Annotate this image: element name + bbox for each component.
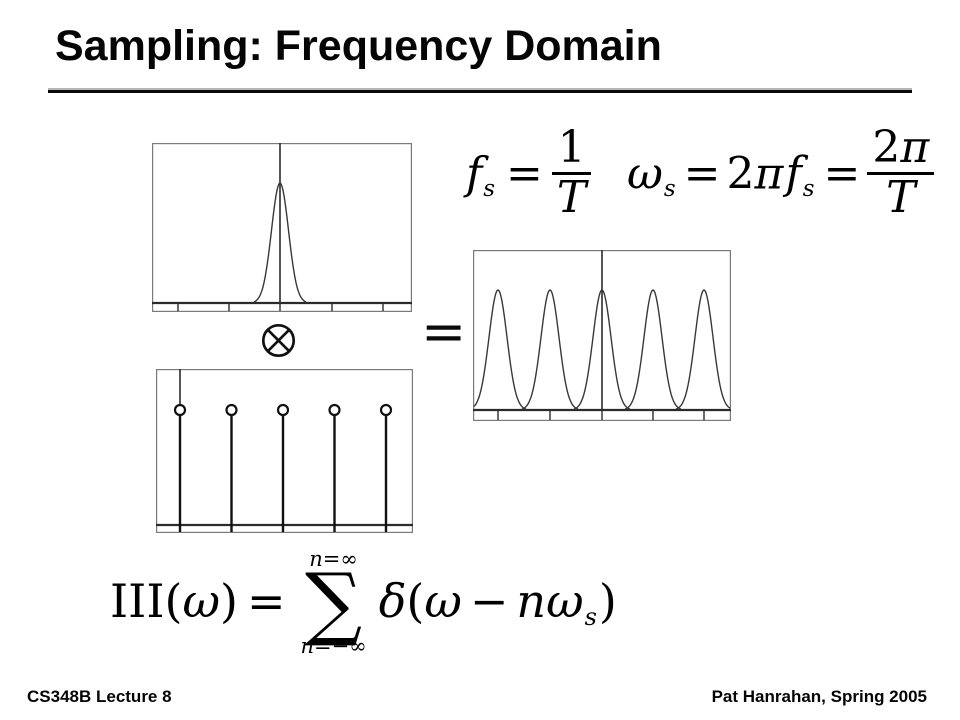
- single-spectrum-figure: [152, 143, 412, 312]
- sum-lower-limit: n=−∞: [300, 634, 367, 659]
- fraction-denominator: T: [886, 171, 916, 223]
- fs-subscript: s: [483, 176, 496, 203]
- convolution-icon: [261, 323, 296, 358]
- sum-upper-limit: n=∞: [309, 546, 358, 571]
- footer-author-label: Pat Hanrahan, Spring 2005: [711, 687, 927, 706]
- fraction-denominator: T: [556, 171, 587, 223]
- minus-sign: −: [469, 574, 509, 629]
- summation: n=∞ ∑ n=−∞: [300, 546, 367, 659]
- omega-subscript: s: [663, 176, 676, 203]
- title-underline-bar: [48, 90, 912, 93]
- fs-subscript: s: [802, 176, 815, 203]
- eq-angular-frequency: ωs = 2πfs = 2π T: [627, 126, 935, 222]
- title-underline: [48, 88, 912, 93]
- delta-symbol: δ: [378, 574, 407, 629]
- fraction-bar: [551, 171, 592, 175]
- omega-subscript: s: [584, 603, 597, 632]
- fraction-numerator: 1: [557, 122, 586, 174]
- equals-sign: =: [506, 148, 543, 200]
- omega-symbol: ω: [546, 574, 584, 629]
- open-paren: (: [406, 574, 425, 629]
- footer-course-label: CS348B Lecture 8: [27, 687, 172, 706]
- equals-sign: =: [683, 148, 721, 200]
- page-title: Sampling: Frequency Domain: [55, 22, 662, 70]
- omega-symbol: ω: [627, 148, 663, 200]
- equals-sign: =: [823, 148, 861, 200]
- eq-comb: III(ω) = n=∞ ∑ n=−∞ δ(ω − nωs): [110, 546, 617, 659]
- fs-symbol: f: [466, 148, 483, 200]
- replicated-spectrum-figure: [473, 250, 731, 421]
- fraction-numerator: 2π: [872, 122, 930, 174]
- coefficient-two: 2: [726, 148, 755, 200]
- sigma-symbol: ∑: [305, 555, 363, 649]
- impulse-train-figure: [156, 369, 413, 533]
- title-underline-highlight: [48, 88, 912, 90]
- coefficient-pi: π: [754, 148, 784, 200]
- omega-symbol: ω: [424, 574, 462, 629]
- fraction-two-pi-over-T: 2π T: [867, 122, 935, 223]
- omega-arg: ω: [182, 574, 220, 629]
- fs-symbol: f: [785, 148, 802, 200]
- close-paren: ): [598, 574, 617, 629]
- equals-operator: =: [421, 300, 467, 363]
- n-symbol: n: [516, 574, 547, 629]
- close-paren: ): [219, 574, 238, 629]
- comb-function-name: III(: [110, 574, 183, 629]
- fraction-bar: [867, 171, 935, 175]
- equals-sign: =: [246, 574, 286, 629]
- eq-sampling-frequency: fs = 1 T: [466, 126, 592, 222]
